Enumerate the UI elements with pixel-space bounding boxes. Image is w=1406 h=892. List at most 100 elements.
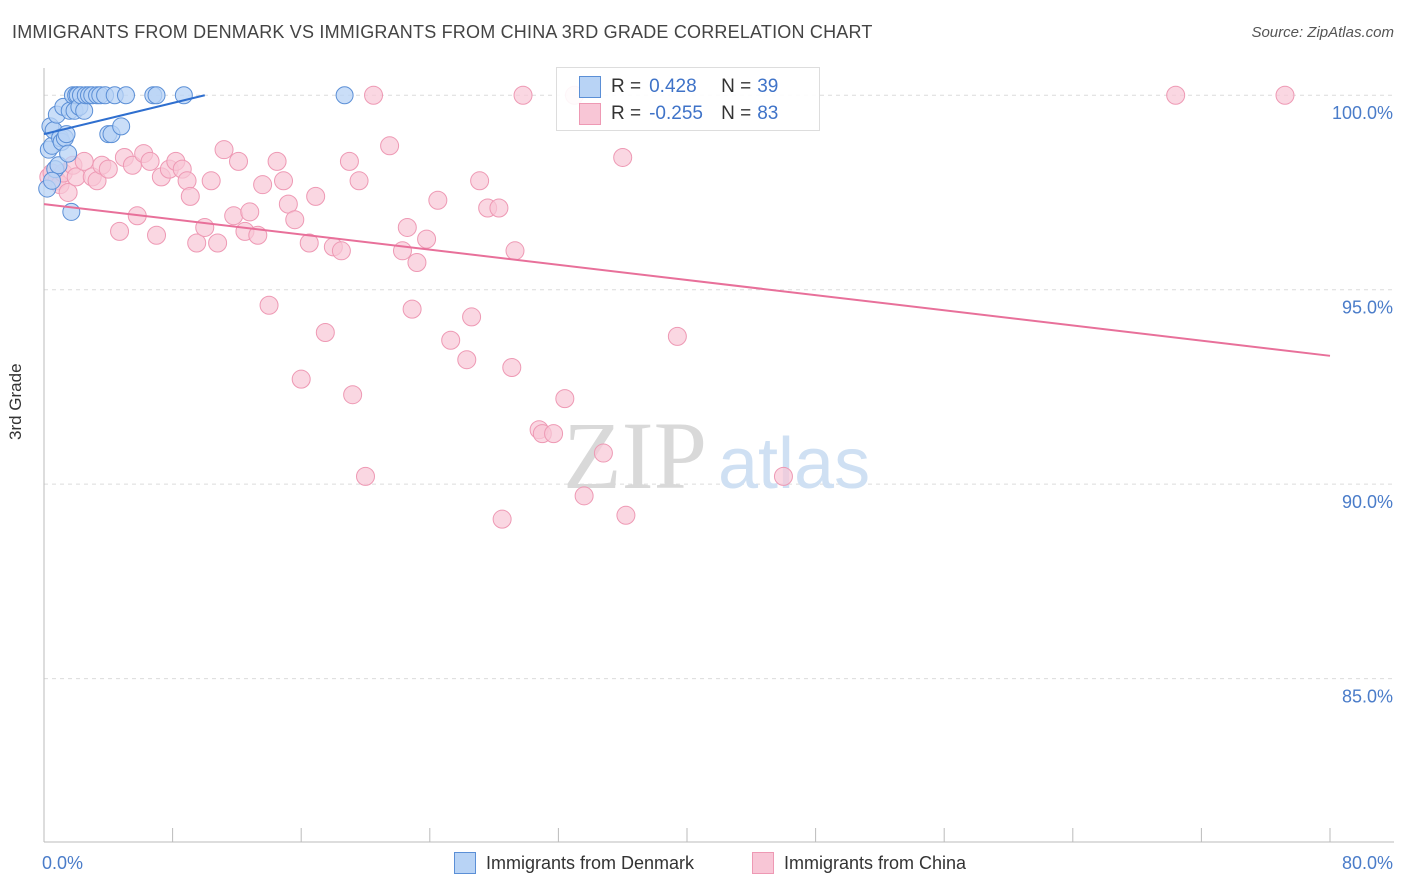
y-tick-label: 90.0%	[1342, 492, 1393, 512]
denmark-point	[43, 171, 62, 190]
china-point	[417, 229, 437, 249]
china-point	[208, 233, 228, 253]
denmark-swatch	[454, 852, 476, 874]
denmark-point	[147, 86, 166, 105]
n-value: 83	[757, 103, 779, 124]
china-point	[457, 350, 477, 370]
chart-title: IMMIGRANTS FROM DENMARK VS IMMIGRANTS FR…	[12, 22, 873, 42]
denmark-trendline	[43, 94, 205, 136]
china-point	[392, 241, 412, 261]
r-value: -0.255	[649, 103, 703, 124]
trendlines	[43, 94, 1331, 357]
gridlines	[44, 94, 1394, 680]
denmark-point	[75, 101, 94, 120]
china-point	[315, 322, 335, 342]
china-point	[224, 206, 244, 226]
china-point	[299, 233, 319, 253]
source-label: Source: ZipAtlas.com	[1251, 24, 1394, 41]
china-point	[364, 85, 384, 105]
china-point	[253, 175, 273, 195]
legend-row-china: R = -0.255 N = 83	[579, 101, 779, 127]
n-label: N =	[721, 76, 752, 97]
n-value: 39	[757, 76, 779, 97]
china-point	[407, 252, 427, 272]
china-point	[502, 357, 522, 377]
china-point	[331, 241, 351, 261]
legend-label-china: Immigrants from China	[784, 852, 967, 873]
china-point	[1275, 85, 1295, 105]
china-point	[505, 241, 525, 261]
china-point	[667, 326, 687, 346]
china-point	[402, 299, 422, 319]
china-point	[343, 385, 363, 405]
china-point	[349, 171, 369, 191]
denmark-point	[335, 86, 354, 105]
china-point	[574, 486, 594, 506]
china-point	[1166, 85, 1186, 105]
china-point	[470, 171, 490, 191]
series-legend: Immigrants from Denmark Immigrants from …	[0, 852, 1406, 878]
china-point	[259, 295, 279, 315]
china-point	[285, 210, 305, 230]
denmark-point	[49, 156, 68, 175]
china-point	[555, 389, 575, 409]
axes	[43, 68, 1394, 843]
x-tick-label: 80.0%	[1342, 853, 1393, 873]
china-point	[187, 233, 207, 253]
china-point	[229, 151, 249, 171]
y-tick-label: 100.0%	[1332, 103, 1393, 123]
china-swatch	[752, 852, 774, 874]
y-tick-label: 95.0%	[1342, 298, 1393, 318]
china-point	[122, 155, 142, 175]
china-trendline	[43, 203, 1331, 357]
china-point	[356, 466, 375, 486]
n-label: N =	[721, 103, 752, 124]
watermark: ZIP atlas	[563, 402, 870, 509]
china-point	[291, 369, 311, 389]
y-tick-label: 85.0%	[1342, 687, 1393, 707]
china-point	[339, 151, 359, 171]
china-points	[39, 85, 1295, 529]
legend-row-denmark: R = 0.428 N = 39	[579, 74, 779, 100]
china-point	[177, 171, 197, 191]
correlation-legend: R = 0.428 N = 39 R = -0.255 N = 83	[556, 67, 820, 131]
china-point	[489, 198, 509, 218]
r-label: R =	[611, 103, 642, 124]
china-point	[441, 330, 461, 350]
x-tick-label: 0.0%	[42, 853, 83, 873]
china-point	[74, 151, 94, 171]
denmark-point	[59, 144, 78, 163]
legend-label-denmark: Immigrants from Denmark	[486, 852, 695, 873]
china-point	[195, 217, 215, 237]
legend-item-china: Immigrants from China	[752, 852, 966, 874]
china-point	[306, 186, 326, 206]
legend-item-denmark: Immigrants from Denmark	[454, 852, 694, 874]
china-point	[613, 147, 633, 167]
china-point	[201, 171, 221, 191]
china-swatch	[579, 103, 601, 125]
china-point	[110, 221, 130, 241]
china-point	[240, 202, 260, 222]
china-point	[267, 151, 287, 171]
r-value: 0.428	[649, 76, 697, 97]
china-point	[58, 182, 78, 202]
china-point	[380, 136, 400, 156]
denmark-swatch	[579, 76, 601, 98]
china-point	[616, 505, 636, 525]
china-point	[513, 85, 533, 105]
china-point	[147, 225, 167, 245]
china-point	[428, 190, 448, 210]
china-point	[140, 151, 160, 171]
china-point	[462, 307, 482, 327]
china-point	[180, 186, 200, 206]
denmark-point	[116, 86, 135, 105]
china-point	[492, 509, 512, 529]
tick-labels: 100.0% 95.0% 90.0% 85.0% 0.0% 80.0%	[42, 103, 1393, 873]
china-point	[98, 159, 118, 179]
china-point	[274, 171, 294, 191]
china-point	[214, 140, 234, 160]
china-point	[544, 424, 564, 444]
china-point	[397, 217, 417, 237]
watermark-atlas: atlas	[718, 424, 870, 504]
